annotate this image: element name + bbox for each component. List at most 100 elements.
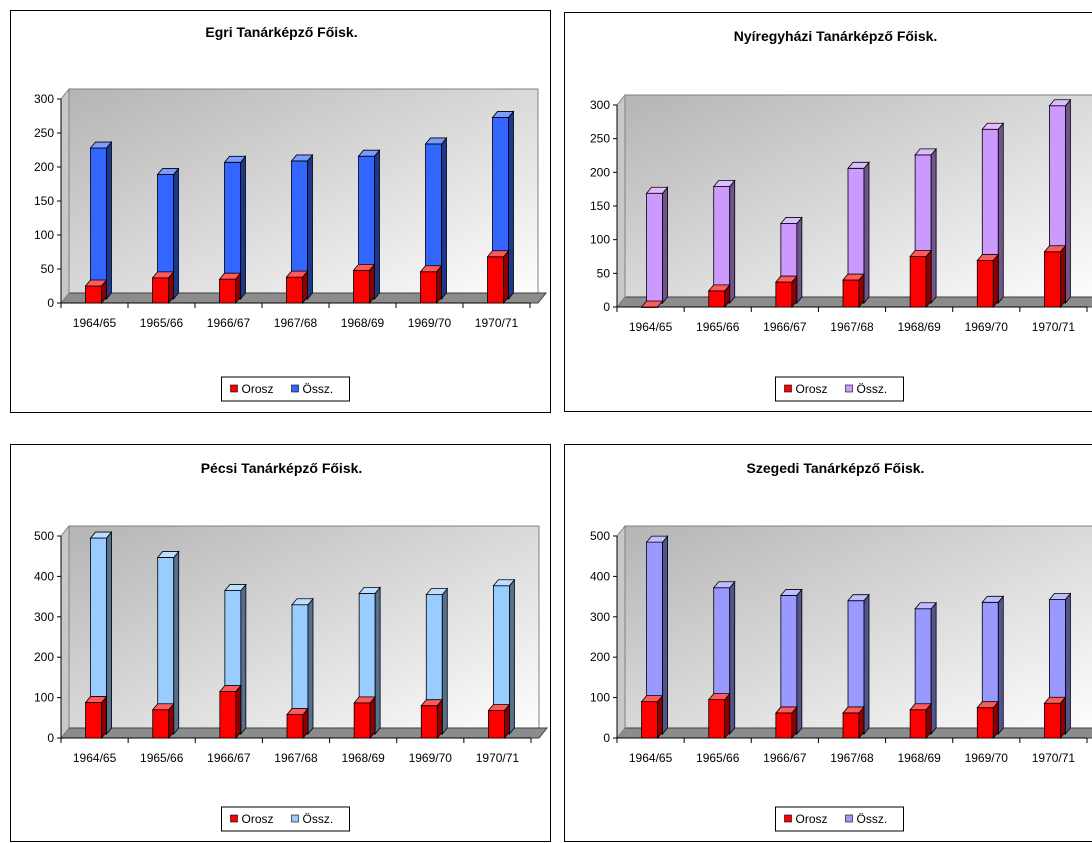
chart-pecsi: Pécsi Tanárképző Főisk. 0 100 200 300 400 500 1… <box>34 460 549 832</box>
bar-top <box>420 699 444 707</box>
x-tick-label: 1964/65 <box>73 316 117 330</box>
bar-orosz <box>218 272 242 305</box>
bar-ossz <box>425 587 449 736</box>
bar-front <box>976 260 994 308</box>
bar-side <box>997 122 1004 305</box>
legend-swatch <box>291 814 299 823</box>
bar-front <box>353 702 371 739</box>
y-tick-label: 500 <box>590 529 610 543</box>
legend-swatch <box>291 384 299 393</box>
legend-label: Össz. <box>857 812 888 826</box>
bar-front <box>775 281 793 308</box>
chart-panel-szegedi: Szegedi Tanárképző Főisk. 0 100 200 300 400 50… <box>564 444 1092 842</box>
bar-orosz <box>352 263 376 305</box>
bar-side <box>106 140 112 301</box>
bar-front <box>842 279 860 308</box>
bar-front <box>641 701 658 739</box>
bar-orosz <box>420 698 444 740</box>
bar-top <box>1043 696 1067 704</box>
bar-top <box>492 579 516 587</box>
bar-orosz <box>1043 696 1067 740</box>
bar-side <box>863 161 870 305</box>
bar-side <box>173 550 180 736</box>
bar-side <box>503 249 509 305</box>
bar-side <box>925 249 932 309</box>
bar-top <box>909 250 932 257</box>
bar-top <box>981 595 1005 603</box>
x-tick-label: 1965/66 <box>696 320 740 334</box>
bar-side <box>657 694 663 740</box>
bar-ossz <box>780 588 803 736</box>
bar-top <box>1048 99 1072 107</box>
y-tick-label: 300 <box>34 92 54 106</box>
legend-label: Orosz <box>796 812 828 826</box>
legend: Orosz Össz. <box>221 806 350 832</box>
y-tick-label: 400 <box>34 569 54 583</box>
bar-ossz <box>290 153 314 301</box>
bar-side <box>863 593 870 736</box>
x-tick-label: 1967/68 <box>830 320 874 334</box>
bar-side <box>369 263 375 305</box>
x-tick-label: 1970/71 <box>476 751 520 765</box>
y-tick-label: 200 <box>590 650 610 664</box>
bar-top <box>1043 245 1067 253</box>
bar-orosz <box>909 249 932 309</box>
bar-front <box>152 277 169 304</box>
bar-top <box>780 589 803 596</box>
legend-swatch <box>230 384 238 393</box>
x-tick-label: 1965/66 <box>696 751 740 765</box>
y-tick-label: 300 <box>34 610 54 624</box>
bar-side <box>369 695 376 740</box>
bar-ossz <box>645 186 669 305</box>
bar-ossz <box>645 534 669 736</box>
bar-front <box>487 256 504 304</box>
x-tick-label: 1967/68 <box>274 316 318 330</box>
bar-side <box>729 179 736 305</box>
x-tick-label: 1970/71 <box>1032 320 1076 334</box>
legend-swatch <box>845 814 853 823</box>
y-tick-label: 0 <box>47 296 54 310</box>
x-tick-label: 1966/67 <box>763 751 807 765</box>
legend-label: Orosz <box>242 812 274 826</box>
y-tick-label: 200 <box>590 165 610 179</box>
bar-top <box>89 141 113 149</box>
bar-orosz <box>486 249 510 305</box>
bar-top <box>712 581 736 589</box>
y-tick-label: 0 <box>47 731 54 745</box>
bar-front <box>909 709 927 739</box>
bar-side <box>729 580 736 736</box>
x-tick-label: 1965/66 <box>140 751 184 765</box>
y-tick-label: 100 <box>34 691 54 705</box>
bar-top <box>419 265 443 273</box>
bar-top <box>285 270 309 278</box>
bar-top <box>84 279 108 287</box>
bar-orosz <box>707 283 731 309</box>
bar-ossz <box>357 149 381 301</box>
bar-front <box>646 192 663 304</box>
bar-side <box>240 155 246 301</box>
bar-front <box>976 707 994 739</box>
legend: Orosz Össz. <box>775 376 904 402</box>
plot-side-wall <box>616 93 626 309</box>
bar-front <box>219 691 237 739</box>
bar-orosz <box>151 702 175 740</box>
bar-front <box>286 276 303 304</box>
bar-top <box>847 161 870 169</box>
bar-front <box>708 699 726 739</box>
x-tick-label: 1966/67 <box>763 320 807 334</box>
plot-side-wall <box>60 87 70 305</box>
bar-top <box>775 275 798 283</box>
legend-label: Orosz <box>242 382 274 396</box>
bar-orosz <box>285 270 309 305</box>
bar-top <box>290 154 314 162</box>
bar-orosz <box>219 684 242 740</box>
legend: Orosz Össz. <box>221 376 350 402</box>
bar-top <box>640 300 664 308</box>
bar-side <box>173 167 179 301</box>
x-tick-label: 1968/69 <box>341 751 385 765</box>
bar-front <box>488 710 505 739</box>
y-tick-label: 200 <box>34 650 54 664</box>
x-tick-label: 1965/66 <box>140 316 184 330</box>
bar-ossz <box>156 550 180 736</box>
bar-orosz <box>976 700 1000 740</box>
